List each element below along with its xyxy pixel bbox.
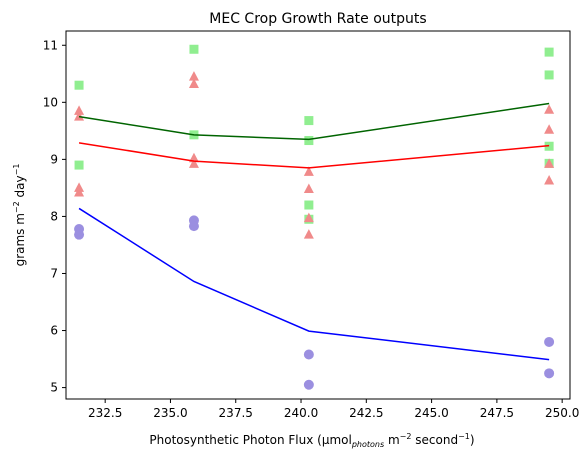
x-tick-label: 250.0 xyxy=(545,406,579,420)
triangle-marker-15 xyxy=(544,175,554,185)
circle-marker-6 xyxy=(544,337,554,347)
circle-marker-1 xyxy=(74,230,84,240)
x-tick-label: 245.0 xyxy=(414,406,448,420)
plot-marks xyxy=(74,45,554,390)
y-tick-label: 6 xyxy=(50,324,58,338)
triangle-marker-13 xyxy=(544,124,554,134)
square-marker-8 xyxy=(545,48,554,57)
circle-marker-7 xyxy=(544,368,554,378)
square-marker-5 xyxy=(304,136,313,145)
y-tick-label: 10 xyxy=(43,95,58,109)
trend-line-0 xyxy=(79,103,549,139)
x-tick-label: 237.5 xyxy=(219,406,253,420)
circle-marker-5 xyxy=(304,380,314,390)
y-tick-label: 9 xyxy=(50,152,58,166)
x-tick-label: 242.5 xyxy=(349,406,383,420)
x-tick-label: 247.5 xyxy=(480,406,514,420)
x-tick-label: 232.5 xyxy=(88,406,122,420)
square-marker-4 xyxy=(304,116,313,125)
plot-frame xyxy=(66,31,570,399)
chart-title: MEC Crop Growth Rate outputs xyxy=(209,11,426,27)
x-tick-label: 240.0 xyxy=(284,406,318,420)
plot-lines xyxy=(79,103,549,359)
circle-marker-3 xyxy=(189,221,199,231)
square-marker-6 xyxy=(304,201,313,210)
trend-line-1 xyxy=(79,143,549,168)
trend-line-2 xyxy=(79,208,549,359)
x-tick-label: 235.0 xyxy=(153,406,187,420)
y-axis-ticks: 5 6 7 8 9 10 11 xyxy=(43,38,66,394)
x-axis-label: Photosynthetic Photon Flux (μmolphotons … xyxy=(149,432,474,449)
y-tick-label: 5 xyxy=(50,381,58,395)
square-marker-1 xyxy=(75,161,84,170)
square-marker-0 xyxy=(75,81,84,90)
square-marker-9 xyxy=(545,70,554,79)
triangle-marker-11 xyxy=(304,229,314,239)
triangle-marker-9 xyxy=(304,184,314,194)
y-tick-label: 7 xyxy=(50,266,58,280)
y-tick-label: 8 xyxy=(50,209,58,223)
triangle-marker-12 xyxy=(544,104,554,114)
square-marker-2 xyxy=(189,45,198,54)
y-tick-label: 11 xyxy=(43,38,58,52)
x-axis-ticks: 232.5 235.0 237.5 240.0 242.5 245.0 247.5 250.0 xyxy=(88,399,579,420)
circle-marker-4 xyxy=(304,349,314,359)
y-axis-label: grams m−2 day−1 xyxy=(12,164,27,267)
